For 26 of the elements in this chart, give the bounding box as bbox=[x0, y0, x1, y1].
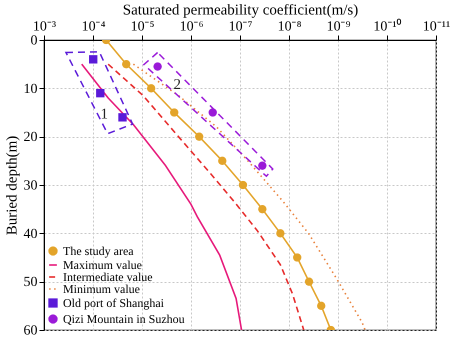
x-tick-label: 10⁻⁵ bbox=[130, 20, 155, 34]
y-tick-label: 20 bbox=[24, 130, 38, 146]
annotation: 1 bbox=[100, 106, 108, 122]
annotation: 2 bbox=[173, 76, 181, 93]
legend-label: Intermediate value bbox=[63, 270, 153, 284]
y-tick-label: 40 bbox=[24, 226, 38, 242]
y-tick-label: 60 bbox=[24, 324, 38, 338]
x-tick-label: 10⁻¹¹ bbox=[422, 20, 450, 34]
y-tick-label: 30 bbox=[24, 178, 38, 194]
legend-label: Qizi Mountain in Suzhou bbox=[63, 312, 185, 326]
legend-label: Minimum value bbox=[63, 282, 140, 296]
x-tick-label: 10⁻⁸ bbox=[278, 20, 302, 34]
y-tick-label: 10 bbox=[24, 82, 38, 97]
x-axis-title: Saturated permeability coefficient(m/s) bbox=[122, 2, 358, 18]
x-tick-label: 10⁻⁶ bbox=[180, 20, 204, 34]
y-tick-label: 0 bbox=[30, 34, 38, 48]
x-tick-label: 10⁻¹⁰ bbox=[373, 18, 402, 34]
legend-label: The study area bbox=[63, 244, 134, 258]
x-tick-label: 10⁻³ bbox=[32, 20, 56, 34]
x-tick-label: 10⁻⁷ bbox=[228, 20, 253, 34]
y-tick-label: 50 bbox=[24, 275, 38, 290]
x-tick-label: 10⁻⁹ bbox=[326, 20, 351, 34]
legend-label: Old port of Shanghai bbox=[63, 296, 165, 310]
y-axis-title: Buried depth(m) bbox=[4, 136, 20, 236]
x-tick-label: 10⁻⁴ bbox=[82, 20, 106, 34]
legend-label: Maximum value bbox=[63, 258, 142, 272]
